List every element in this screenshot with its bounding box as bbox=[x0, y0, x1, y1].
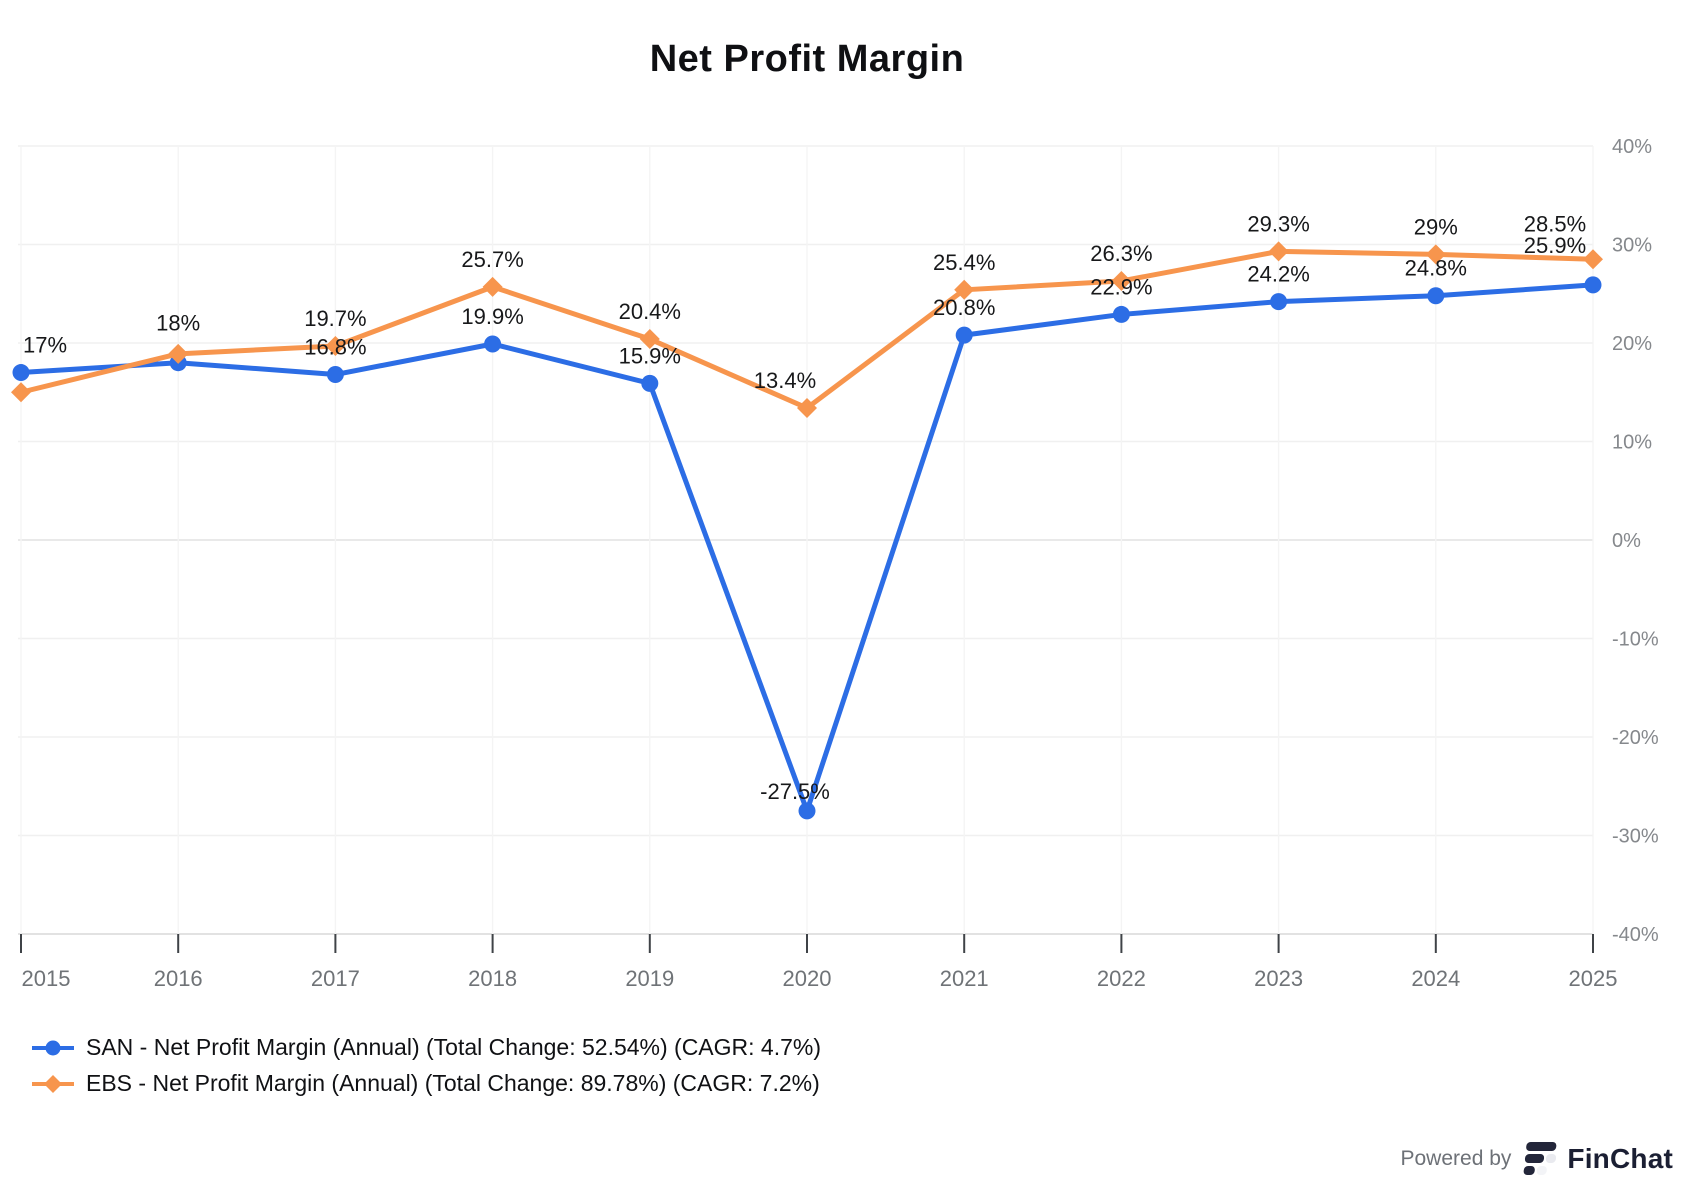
chart-title: Net Profit Margin bbox=[649, 38, 965, 80]
y-axis-tick-label: 10% bbox=[1612, 432, 1652, 454]
legend-marker-diamond-icon bbox=[32, 1074, 74, 1093]
footer-branding: Powered by FinChat bbox=[1400, 1142, 1673, 1175]
value-label-ebs: 28.5% bbox=[1524, 211, 1586, 236]
y-axis-tick-label: 30% bbox=[1612, 235, 1652, 257]
value-label-san: 16.8% bbox=[304, 335, 366, 360]
x-axis-tick-label: 2016 bbox=[154, 966, 203, 991]
data-point-ebs bbox=[482, 276, 503, 297]
data-point-san bbox=[1112, 305, 1130, 323]
data-point-san bbox=[1584, 276, 1602, 294]
data-point-ebs bbox=[639, 329, 660, 350]
finchat-link[interactable]: FinChat bbox=[1523, 1142, 1673, 1175]
y-axis-tick-label: 40% bbox=[1612, 136, 1652, 158]
data-point-san bbox=[798, 802, 816, 820]
data-point-san bbox=[12, 364, 30, 382]
value-label-san: 24.8% bbox=[1405, 256, 1467, 281]
data-point-ebs bbox=[1111, 270, 1132, 291]
data-point-san bbox=[326, 366, 344, 384]
x-axis-tick-label: 2020 bbox=[783, 966, 832, 991]
x-axis-tick-label: 2024 bbox=[1411, 966, 1460, 991]
finchat-logo-icon bbox=[1523, 1142, 1560, 1175]
value-label-ebs: 26.3% bbox=[1090, 241, 1152, 266]
value-label-san: 22.9% bbox=[1090, 274, 1152, 299]
value-label-san: 24.2% bbox=[1247, 262, 1309, 287]
x-axis-tick-label: 2023 bbox=[1254, 966, 1303, 991]
x-axis-tick-label: 2018 bbox=[468, 966, 517, 991]
y-axis-tick-label: 20% bbox=[1612, 333, 1652, 355]
value-label-ebs: 29% bbox=[1414, 214, 1458, 239]
data-point-ebs bbox=[325, 335, 346, 356]
value-label-ebs: 19.7% bbox=[304, 306, 366, 331]
data-point-san bbox=[1427, 287, 1445, 305]
legend-marker-circle-icon bbox=[32, 1040, 74, 1055]
value-label-ebs: 13.4% bbox=[754, 368, 816, 393]
x-axis-tick-label: 2021 bbox=[940, 966, 989, 991]
data-point-ebs bbox=[1268, 241, 1289, 262]
data-point-san bbox=[1270, 293, 1288, 311]
y-axis-tick-label: -30% bbox=[1612, 826, 1659, 848]
data-point-san bbox=[641, 374, 659, 392]
data-point-ebs bbox=[797, 398, 817, 419]
data-point-ebs bbox=[1583, 249, 1603, 270]
value-label-ebs: 29.3% bbox=[1247, 211, 1309, 236]
legend-item-ebs[interactable]: EBS - Net Profit Margin (Annual) (Total … bbox=[30, 1070, 821, 1097]
y-axis-tick-label: -10% bbox=[1612, 629, 1659, 651]
value-label-san: 15.9% bbox=[619, 343, 681, 368]
value-label-san: -27.5% bbox=[760, 779, 830, 804]
x-axis-tick-label: 2017 bbox=[311, 966, 360, 991]
legend-label: SAN - Net Profit Margin (Annual) (Total … bbox=[86, 1034, 822, 1060]
value-label-san: 17% bbox=[23, 333, 67, 358]
data-point-san bbox=[484, 335, 502, 353]
value-label-san: 19.9% bbox=[461, 304, 523, 329]
value-label-san: 18% bbox=[156, 311, 200, 336]
data-point-ebs bbox=[1425, 244, 1446, 265]
y-axis-tick-label: -40% bbox=[1612, 924, 1659, 946]
y-axis-tick-label: 0% bbox=[1612, 530, 1641, 552]
data-point-ebs bbox=[11, 382, 31, 403]
net-profit-margin-line-chart: 40% 30% 20% 10% 0% -10% -20% -30% -40% 2015 2016 20… bbox=[11, 136, 1659, 991]
data-point-ebs bbox=[168, 343, 189, 364]
x-axis-tick-label: 2022 bbox=[1097, 966, 1146, 991]
y-axis-tick-label: -20% bbox=[1612, 727, 1659, 749]
finchat-wordmark: FinChat bbox=[1567, 1142, 1673, 1174]
x-axis-tick-label: 2025 bbox=[1569, 966, 1618, 991]
data-point-ebs bbox=[954, 279, 975, 300]
value-label-ebs: 20.4% bbox=[619, 299, 681, 324]
value-label-san: 20.8% bbox=[933, 295, 995, 320]
legend-item-san[interactable]: SAN - Net Profit Margin (Annual) (Total … bbox=[30, 1034, 821, 1061]
data-point-san bbox=[955, 326, 973, 344]
legend-label: EBS - Net Profit Margin (Annual) (Total … bbox=[86, 1070, 820, 1096]
x-axis-tick-label: 2019 bbox=[625, 966, 674, 991]
value-label-san: 25.9% bbox=[1524, 233, 1586, 258]
value-label-ebs: 25.7% bbox=[461, 247, 523, 272]
value-label-ebs: 25.4% bbox=[933, 250, 995, 275]
x-axis-tick-label: 2015 bbox=[22, 966, 71, 991]
powered-by-label: Powered by bbox=[1400, 1146, 1512, 1170]
chart-legend: SAN - Net Profit Margin (Annual) (Total … bbox=[30, 1034, 821, 1097]
